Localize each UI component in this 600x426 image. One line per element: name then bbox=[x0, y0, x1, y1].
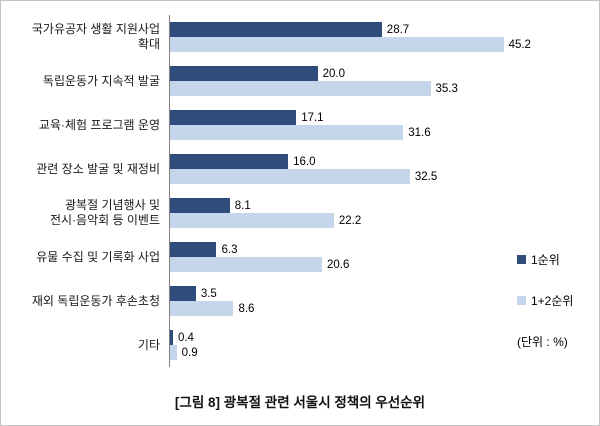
bar-series-1 bbox=[170, 66, 318, 81]
bar-line-series-2: 22.2 bbox=[170, 213, 539, 228]
category-label: 독립운동가 지속적 발굴 bbox=[42, 73, 160, 88]
value-label: 20.6 bbox=[327, 258, 350, 271]
value-label: 22.2 bbox=[338, 214, 362, 227]
plot-area: 3.5 8.6 bbox=[169, 279, 539, 323]
category-label: 재외 독립운동가 후손초청 bbox=[31, 293, 160, 308]
bar-series-2 bbox=[170, 125, 404, 140]
plot-area: 0.4 0.9 bbox=[169, 323, 539, 367]
value-label: 6.3 bbox=[221, 243, 238, 256]
bar-line-series-2: 35.3 bbox=[170, 81, 539, 96]
chart-row: 국가유공자 생활 지원사업 확대 28.7 45.2 bbox=[19, 15, 539, 59]
legend-label-first-priority: 1순위 bbox=[531, 253, 560, 267]
legend-swatch-first-priority bbox=[517, 255, 526, 264]
value-label: 16.0 bbox=[293, 155, 316, 168]
plot-area: 20.0 35.3 bbox=[169, 59, 539, 103]
bar-line-series-1: 3.5 bbox=[170, 286, 539, 301]
bar-series-2 bbox=[170, 81, 431, 96]
bar-line-series-1: 8.1 bbox=[170, 198, 539, 213]
bar-line-series-1: 0.4 bbox=[170, 330, 539, 345]
bar-series-2 bbox=[170, 301, 234, 316]
category-label: 기타 bbox=[137, 337, 160, 352]
category-label: 국가유공자 생활 지원사업 확대 bbox=[31, 22, 160, 51]
chart-row: 교육·체험 프로그램 운영 17.1 31.6 bbox=[19, 103, 539, 147]
legend-item-first-priority: 1순위 bbox=[517, 251, 589, 268]
bar-series-1 bbox=[170, 330, 173, 345]
chart-row: 재외 독립운동가 후손초청 3.5 8.6 bbox=[19, 279, 539, 323]
legend: 1순위 1+2순위 (단위 : %) bbox=[517, 251, 589, 350]
plot-area: 6.3 20.6 bbox=[169, 235, 539, 279]
bar-series-1 bbox=[170, 242, 217, 257]
bar-line-series-1: 20.0 bbox=[170, 66, 539, 81]
bar-series-2 bbox=[170, 345, 177, 360]
legend-swatch-first-second-priority bbox=[517, 296, 526, 305]
chart-row: 기타 0.4 0.9 bbox=[19, 323, 539, 367]
value-label: 17.1 bbox=[301, 111, 324, 124]
value-label: 0.9 bbox=[181, 346, 198, 359]
value-label: 0.4 bbox=[177, 331, 194, 344]
plot-area: 8.1 22.2 bbox=[169, 191, 539, 235]
bar-line-series-2: 45.2 bbox=[170, 37, 539, 52]
bar-line-series-1: 17.1 bbox=[170, 110, 539, 125]
bar-line-series-1: 28.7 bbox=[170, 22, 539, 37]
plot-area: 16.0 32.5 bbox=[169, 147, 539, 191]
category-label: 관련 장소 발굴 및 재정비 bbox=[36, 161, 160, 176]
bar-line-series-2: 8.6 bbox=[170, 301, 539, 316]
chart-row: 광복절 기념행사 및 전시·음악회 등 이벤트 8.1 22.2 bbox=[19, 191, 539, 235]
unit-label: (단위 : %) bbox=[517, 335, 568, 349]
value-label: 3.5 bbox=[200, 287, 217, 300]
bar-chart: 국가유공자 생활 지원사업 확대 28.7 45.2 독립운동가 지속적 발굴 20.0… bbox=[11, 13, 591, 375]
value-label: 28.7 bbox=[386, 23, 410, 36]
value-label: 32.5 bbox=[414, 170, 438, 183]
legend-label-first-second-priority: 1+2순위 bbox=[531, 294, 574, 308]
bar-line-series-1: 6.3 bbox=[170, 242, 539, 257]
value-label: 45.2 bbox=[508, 38, 531, 51]
category-label: 교육·체험 프로그램 운영 bbox=[38, 117, 160, 132]
bar-series-1 bbox=[170, 154, 289, 169]
chart-row: 독립운동가 지속적 발굴 20.0 35.3 bbox=[19, 59, 539, 103]
value-label: 31.6 bbox=[408, 126, 431, 139]
bar-series-2 bbox=[170, 169, 410, 184]
legend-item-first-second-priority: 1+2순위 bbox=[517, 292, 589, 309]
bar-series-2 bbox=[170, 37, 504, 52]
plot-area: 17.1 31.6 bbox=[169, 103, 539, 147]
bar-line-series-2: 31.6 bbox=[170, 125, 539, 140]
category-label: 유물 수집 및 기록화 사업 bbox=[36, 249, 160, 264]
chart-row: 관련 장소 발굴 및 재정비 16.0 32.5 bbox=[19, 147, 539, 191]
category-label: 광복절 기념행사 및 전시·음악회 등 이벤트 bbox=[49, 198, 160, 227]
bar-line-series-1: 16.0 bbox=[170, 154, 539, 169]
chart-row: 유물 수집 및 기록화 사업 6.3 20.6 bbox=[19, 235, 539, 279]
bar-series-2 bbox=[170, 213, 334, 228]
value-label: 8.6 bbox=[238, 302, 255, 315]
bar-series-1 bbox=[170, 22, 382, 37]
bar-series-1 bbox=[170, 286, 196, 301]
figure-caption: [그림 8] 광복절 관련 서울시 정책의 우선순위 bbox=[174, 395, 426, 410]
value-label: 35.3 bbox=[435, 82, 458, 95]
bar-line-series-2: 32.5 bbox=[170, 169, 539, 184]
value-label: 20.0 bbox=[322, 67, 345, 80]
chart-rows: 국가유공자 생활 지원사업 확대 28.7 45.2 독립운동가 지속적 발굴 20.0… bbox=[19, 15, 539, 367]
bar-series-1 bbox=[170, 198, 230, 213]
plot-area: 28.7 45.2 bbox=[169, 15, 539, 59]
bar-series-2 bbox=[170, 257, 323, 272]
bar-series-1 bbox=[170, 110, 297, 125]
bar-line-series-2: 20.6 bbox=[170, 257, 539, 272]
value-label: 8.1 bbox=[234, 199, 251, 212]
bar-line-series-2: 0.9 bbox=[170, 345, 539, 360]
